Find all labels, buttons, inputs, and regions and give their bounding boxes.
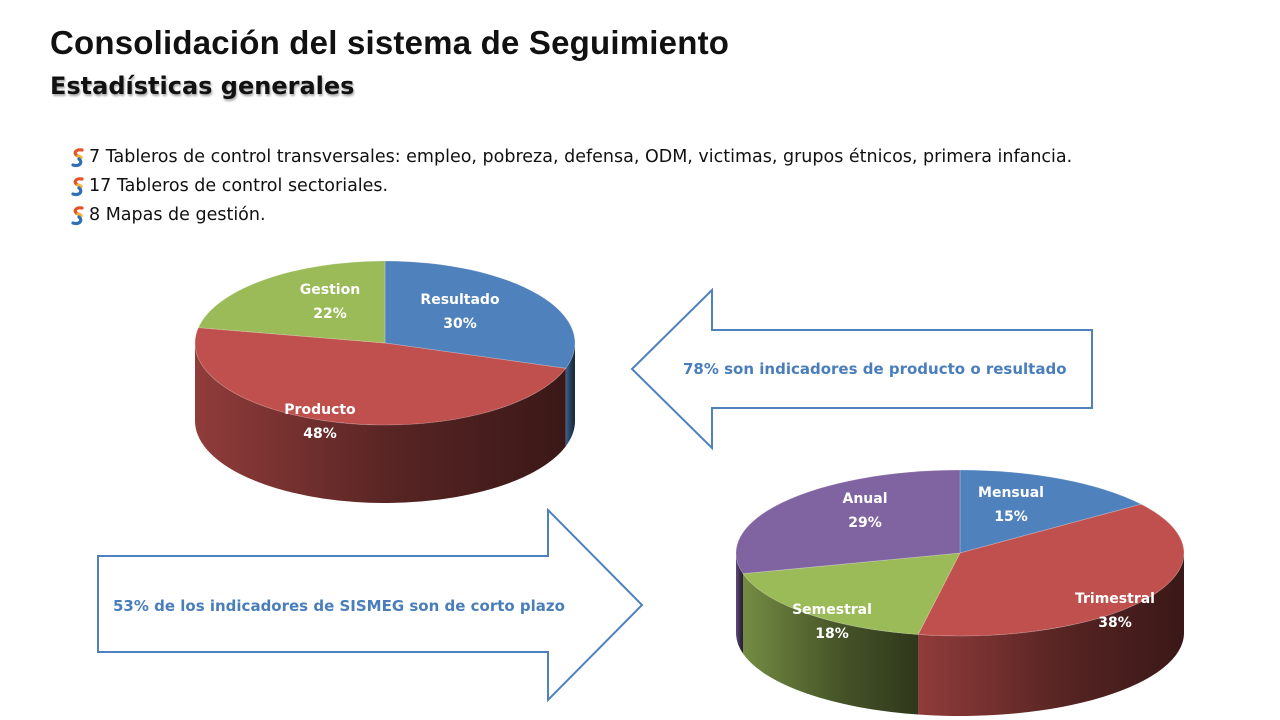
pie-label-semestral: Semestral: [792, 602, 872, 618]
pie-side-semestral: [743, 573, 919, 715]
pie-slice-producto: [194, 327, 567, 426]
left-arrow-callout: [630, 287, 1093, 451]
pie-value-mensual: 15%: [994, 509, 1028, 525]
pie-side-trimestral: [918, 553, 1184, 716]
pie-slice-gestion: [197, 260, 386, 344]
pie-slice-semestral: [742, 552, 961, 635]
bullet-list: 7 Tableros de control transversales: emp…: [70, 143, 1072, 230]
slide-subtitle: Estadísticas generales: [50, 72, 355, 100]
pie-value-trimestral: 38%: [1098, 615, 1132, 631]
pie-label-trimestral: Trimestral: [1075, 591, 1155, 607]
pie-side-producto: [195, 343, 566, 503]
pie-value-producto: 48%: [303, 426, 337, 442]
pie-label-mensual: Mensual: [978, 485, 1044, 501]
pie-value-anual: 29%: [848, 515, 882, 531]
left-arrow-text: 78% son indicadores de producto o result…: [683, 360, 1067, 378]
pie-label-producto: Producto: [284, 402, 356, 418]
sinergia-logo-icon: [71, 147, 84, 167]
pie-slice-trimestral: [917, 503, 1185, 637]
pie-slice-resultado: [384, 260, 576, 369]
bullet-item: 7 Tableros de control transversales: emp…: [70, 143, 1072, 172]
pie-value-gestion: 22%: [313, 306, 347, 322]
slide-title: Consolidación del sistema de Seguimiento: [50, 24, 730, 61]
right-arrow-callout: [97, 507, 644, 703]
pie-value-semestral: 18%: [815, 626, 849, 642]
pie-value-resultado: 30%: [443, 316, 477, 332]
pie-side-anual: [736, 553, 744, 654]
pie-label-gestion: Gestion: [300, 282, 360, 298]
bullet-text: 17 Tableros de control sectoriales.: [89, 176, 389, 196]
pie-label-anual: Anual: [842, 491, 887, 507]
bullet-item: 17 Tableros de control sectoriales.: [70, 172, 1072, 201]
right-arrow-text: 53% de los indicadores de SISMEG son de …: [113, 597, 565, 615]
pie-side-resultado: [565, 343, 575, 447]
pie-slice-mensual: [959, 469, 1143, 554]
sinergia-logo-icon: [71, 205, 84, 225]
pie-slice-anual: [735, 469, 961, 575]
sinergia-logo-icon: [71, 176, 84, 196]
bullet-item: 8 Mapas de gestión.: [70, 201, 1072, 230]
pie-label-resultado: Resultado: [420, 292, 500, 308]
bullet-text: 7 Tableros de control transversales: emp…: [89, 147, 1073, 167]
bullet-text: 8 Mapas de gestión.: [89, 205, 266, 225]
